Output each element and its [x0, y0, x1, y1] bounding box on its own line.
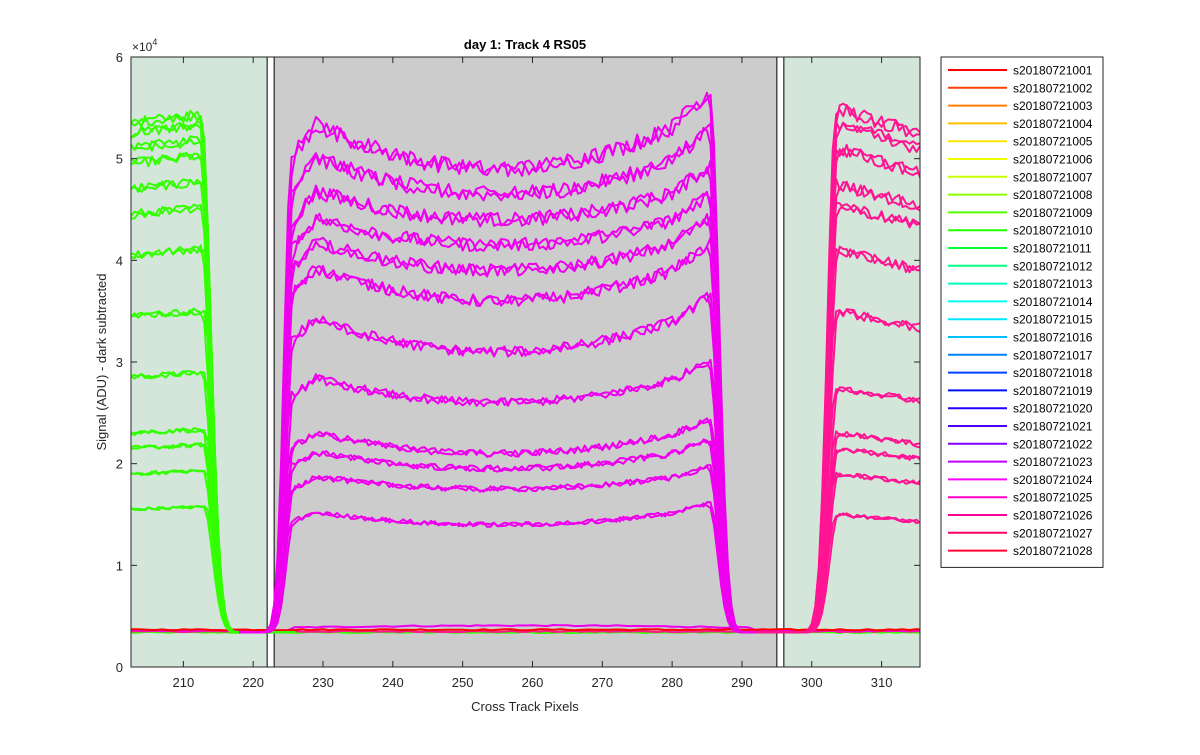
legend-label: s20180721023: [1013, 455, 1093, 469]
x-tick-label: 220: [242, 675, 264, 690]
legend-label: s20180721012: [1013, 259, 1093, 273]
legend-label: s20180721005: [1013, 135, 1093, 149]
x-tick-label: 240: [382, 675, 404, 690]
legend-label: s20180721019: [1013, 384, 1093, 398]
y-tick-label: 2: [116, 457, 123, 472]
center-trace-6-1: [239, 236, 784, 634]
legend-label: s20180721003: [1013, 99, 1093, 113]
baseline-trace-4: [131, 628, 920, 632]
y-exponent-base: ×10: [132, 40, 153, 54]
y-tick-label: 1: [116, 558, 123, 573]
legend-label: s20180721014: [1013, 295, 1093, 309]
legend-label: s20180721027: [1013, 526, 1093, 540]
legend-label: s20180721022: [1013, 437, 1093, 451]
center-trace-9-2: [239, 417, 784, 634]
center-trace-1-2: [239, 91, 784, 634]
tick-labels: 210 220 230 240 250 260 270 280 290 300 310 0 1 2 3 4 5 6: [116, 50, 893, 690]
x-tick-label: 290: [731, 675, 753, 690]
legend-label: s20180721017: [1013, 348, 1093, 362]
shaded-regions: [131, 56, 920, 668]
legend-label: s20180721009: [1013, 206, 1093, 220]
center-trace-3-1: [239, 159, 784, 634]
chart-title: day 1: Track 4 RS05: [464, 37, 586, 52]
plot-lines: [131, 91, 920, 634]
center-trace-8-2: [239, 361, 784, 634]
legend-label: s20180721010: [1013, 224, 1093, 238]
right-trace-12-2: [755, 512, 920, 634]
legend-label: s20180721001: [1013, 64, 1093, 78]
shaded-region-3: [783, 57, 920, 667]
x-tick-label: 300: [801, 675, 823, 690]
y-tick-label: 5: [116, 152, 123, 167]
x-tick-label: 210: [173, 675, 195, 690]
legend-label: s20180721011: [1013, 242, 1092, 256]
x-tick-label: 230: [312, 675, 334, 690]
legend-label: s20180721021: [1013, 420, 1093, 434]
y-tick-label: 6: [116, 50, 123, 65]
axes: [130, 56, 921, 668]
x-tick-label: 270: [591, 675, 613, 690]
center-trace-7-2: [239, 291, 784, 634]
y-exponent-power: 4: [152, 37, 157, 47]
legend-label: s20180721006: [1013, 153, 1093, 167]
shaded-region-2: [274, 57, 777, 667]
region-boundary-4: [266, 56, 275, 668]
region-boundary-5: [776, 56, 785, 668]
center-trace-10-2: [239, 438, 784, 634]
center-trace-2-2: [239, 126, 784, 634]
legend-label: s20180721015: [1013, 313, 1093, 327]
y-axis-exponent: ×104: [132, 37, 157, 54]
legend-label: s20180721028: [1013, 544, 1093, 558]
center-trace-12-2: [239, 502, 784, 634]
center-trace-6-2: [239, 245, 784, 634]
center-trace-11-2: [239, 465, 784, 634]
center-trace-3-2: [239, 166, 784, 634]
legend-label: s20180721020: [1013, 402, 1093, 416]
legend-label: s20180721002: [1013, 81, 1093, 95]
legend: s20180721001 s20180721002 s20180721003 s201…: [940, 56, 1104, 568]
legend-label: s20180721007: [1013, 170, 1093, 184]
legend-label: s20180721013: [1013, 277, 1093, 291]
x-tick-label: 250: [452, 675, 474, 690]
y-tick-label: 0: [116, 660, 123, 675]
center-trace-5-2: [239, 213, 784, 634]
center-trace-4-2: [239, 190, 784, 634]
x-tick-label: 280: [661, 675, 683, 690]
x-axis-label: Cross Track Pixels: [471, 699, 579, 714]
y-axis-label: Signal (ADU) - dark subtracted: [94, 273, 109, 450]
x-tick-label: 310: [871, 675, 893, 690]
legend-label: s20180721018: [1013, 366, 1093, 380]
legend-label: s20180721004: [1013, 117, 1093, 131]
legend-label: s20180721024: [1013, 473, 1093, 487]
legend-label: s20180721016: [1013, 331, 1093, 345]
legend-label: s20180721026: [1013, 509, 1093, 523]
x-tick-label: 260: [522, 675, 544, 690]
legend-label: s20180721008: [1013, 188, 1093, 202]
y-tick-label: 3: [116, 355, 123, 370]
legend-label: s20180721025: [1013, 491, 1093, 505]
y-tick-label: 4: [116, 253, 123, 268]
